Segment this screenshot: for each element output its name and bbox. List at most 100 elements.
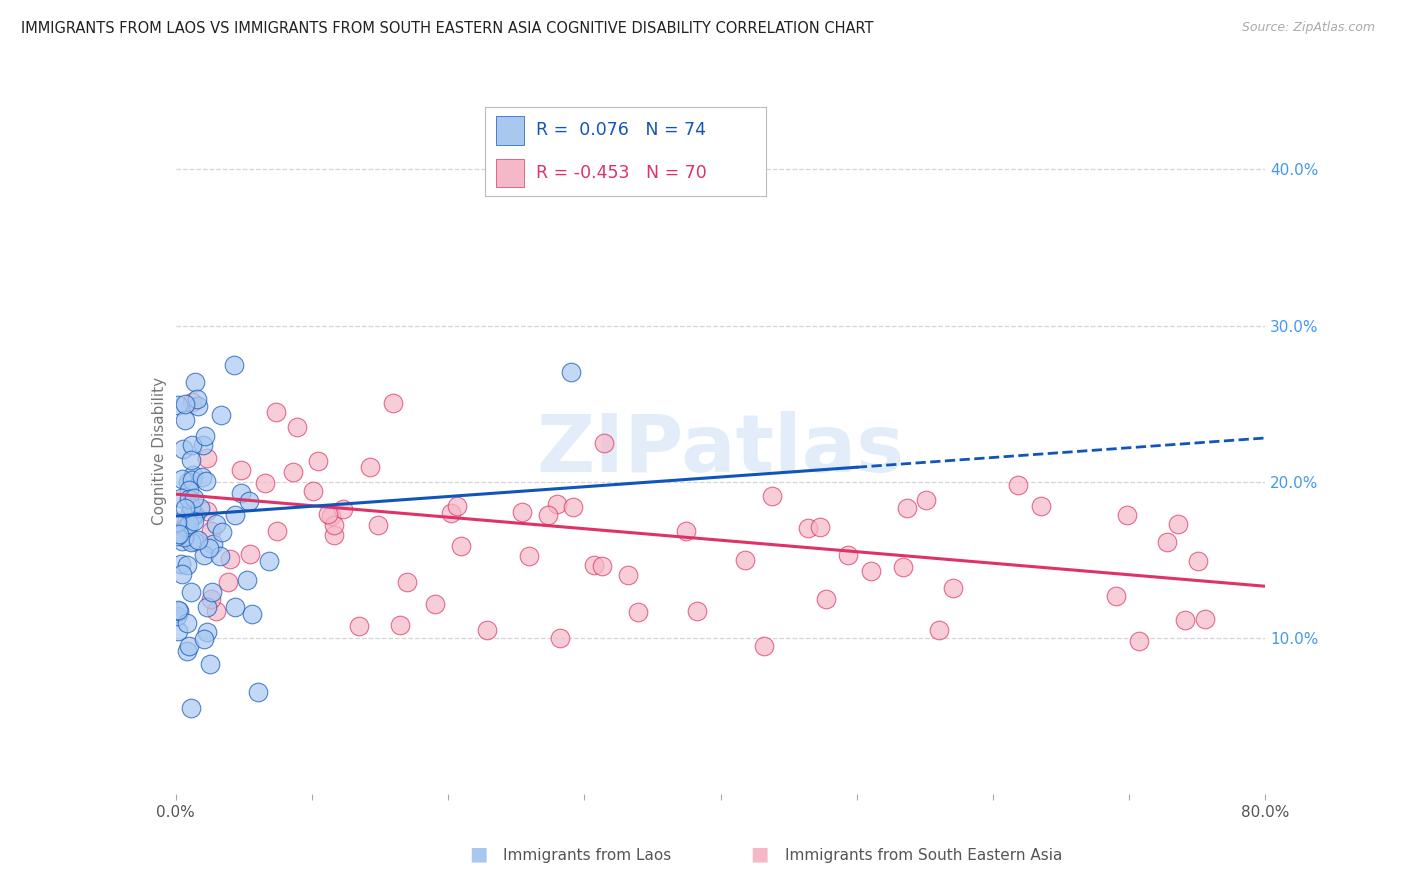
Text: Immigrants from Laos: Immigrants from Laos [503, 848, 672, 863]
Point [1194, 612, 1216, 626]
Point [219, 552, 242, 566]
Point [450, 539, 472, 553]
Point [173, 501, 195, 516]
Point [195, 599, 218, 614]
Point [440, 507, 463, 521]
Point [183, 534, 205, 549]
Point [177, 516, 200, 531]
Point [318, 507, 340, 521]
Point [180, 701, 202, 715]
Point [302, 484, 325, 499]
Point [194, 428, 217, 442]
Point [761, 489, 783, 503]
Point [173, 530, 195, 544]
Point [209, 408, 232, 422]
Point [1167, 516, 1189, 531]
Point [797, 521, 820, 535]
Point [446, 499, 468, 513]
Point [591, 558, 613, 573]
Point [217, 575, 239, 590]
Y-axis label: Cognitive Disability: Cognitive Disability [152, 376, 167, 524]
Point [172, 566, 194, 581]
Point [583, 558, 606, 573]
Point [1156, 534, 1178, 549]
Point [266, 405, 288, 419]
Point [195, 474, 218, 488]
Point [170, 558, 193, 572]
Point [323, 517, 346, 532]
Point [195, 625, 218, 640]
Point [389, 618, 412, 632]
Point [734, 553, 756, 567]
Point [627, 605, 650, 619]
Point [928, 623, 950, 637]
Point [837, 549, 859, 563]
Point [180, 473, 202, 487]
Point [561, 500, 583, 515]
Point [166, 526, 188, 541]
Point [1105, 590, 1128, 604]
Point [201, 585, 224, 599]
Point [860, 564, 883, 578]
Point [519, 549, 541, 564]
Point [180, 394, 202, 409]
Point [224, 508, 246, 522]
Point [176, 616, 198, 631]
Point [174, 516, 197, 530]
Point [186, 392, 208, 406]
Bar [496, 116, 524, 145]
Point [510, 505, 533, 519]
Point [187, 399, 209, 413]
Point [259, 554, 281, 568]
Point [204, 517, 226, 532]
Point [166, 529, 188, 543]
Point [180, 453, 202, 467]
Text: R = -0.453   N = 70: R = -0.453 N = 70 [536, 164, 706, 182]
Point [183, 508, 205, 522]
Point [211, 525, 233, 540]
Bar [496, 159, 524, 187]
Point [198, 541, 221, 555]
Text: ZIPatlas: ZIPatlas [537, 411, 904, 490]
Point [323, 528, 346, 542]
Point [537, 508, 560, 523]
Point [174, 412, 197, 426]
Point [560, 366, 582, 380]
Point [183, 514, 205, 528]
Point [177, 483, 200, 497]
Point [167, 603, 190, 617]
Point [246, 685, 269, 699]
Point [187, 533, 209, 547]
Point [307, 453, 329, 467]
Point [169, 491, 191, 505]
Point [204, 604, 226, 618]
Point [1174, 613, 1197, 627]
Point [321, 508, 343, 523]
Point [896, 500, 918, 515]
Point [176, 558, 198, 572]
Text: IMMIGRANTS FROM LAOS VS IMMIGRANTS FROM SOUTH EASTERN ASIA COGNITIVE DISABILITY : IMMIGRANTS FROM LAOS VS IMMIGRANTS FROM … [21, 21, 873, 36]
Point [181, 437, 204, 451]
Point [170, 472, 193, 486]
Point [1128, 634, 1150, 648]
Point [195, 451, 218, 466]
Point [236, 573, 259, 587]
Point [222, 358, 245, 372]
Point [617, 568, 640, 582]
Point [808, 520, 831, 534]
Point [359, 459, 381, 474]
Point [176, 643, 198, 657]
Point [915, 492, 938, 507]
Point [231, 463, 253, 477]
Point [815, 591, 838, 606]
Point [239, 547, 262, 561]
Point [167, 527, 190, 541]
Point [209, 549, 232, 564]
Point [240, 607, 263, 622]
Point [686, 604, 709, 618]
Point [190, 500, 212, 515]
Point [191, 438, 214, 452]
Point [266, 524, 288, 538]
Point [425, 597, 447, 611]
Point [179, 492, 201, 507]
